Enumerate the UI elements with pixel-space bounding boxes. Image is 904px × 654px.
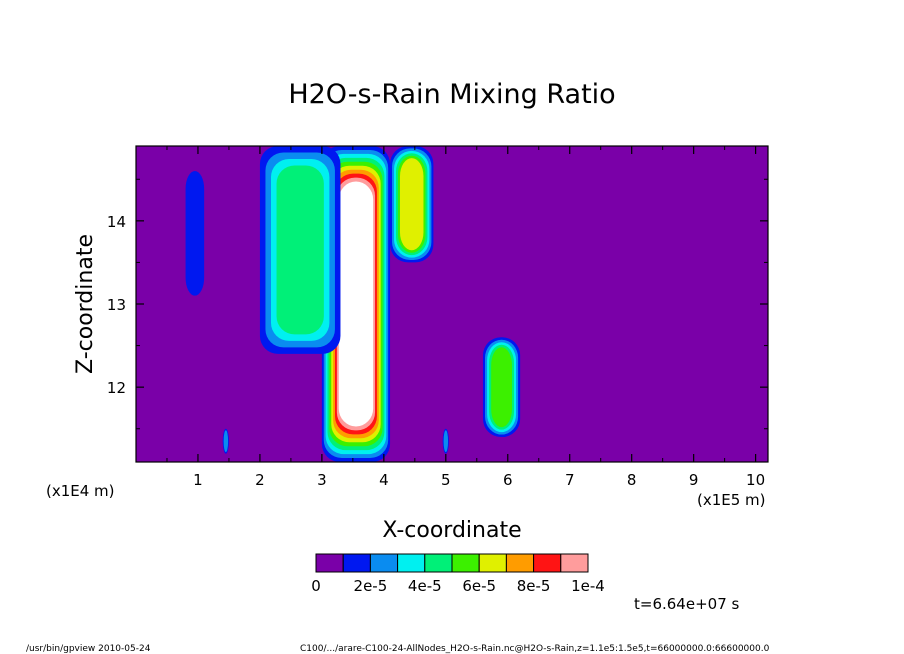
- x-tick-label: 6: [503, 471, 513, 489]
- y-tick-label: 14: [107, 213, 126, 231]
- rain-feature: [482, 337, 521, 438]
- x-tick-label: 2: [255, 471, 265, 489]
- x-tick-label: 4: [379, 471, 389, 489]
- x-axis-ticks: 1 2 3 4 5 6 7 8 9 10: [166, 146, 765, 489]
- chart-title: H2O-s-Rain Mixing Ratio: [288, 79, 615, 110]
- rain-feature: [222, 428, 229, 454]
- colorbar-swatch: [478, 553, 507, 573]
- colorbar-label: 4e-5: [408, 577, 442, 595]
- feature-shell-level-2: [443, 430, 449, 453]
- footer-right: C100/.../arare-C100-24-AllNodes_H2O-s-Ra…: [300, 644, 770, 654]
- colorbar-label: 0: [311, 577, 321, 595]
- feature-shell-level-10: [338, 181, 374, 427]
- x-tick-label: 9: [689, 471, 699, 489]
- colorbar-swatch: [560, 553, 589, 573]
- x-tick-label: 8: [627, 471, 637, 489]
- rain-features: [185, 146, 521, 462]
- footer-left: /usr/bin/gpview 2010-05-24: [26, 644, 151, 654]
- feature-shell-level-1: [185, 170, 205, 296]
- colorbar-swatch: [424, 553, 453, 573]
- y-unit-label: (x1E4 m): [46, 482, 115, 500]
- colorbar-label: 6e-5: [462, 577, 496, 595]
- y-tick-label: 12: [107, 379, 126, 397]
- x-tick-label: 10: [746, 471, 765, 489]
- colorbar: 0 2e-5 4e-5 6e-5 8e-5 1e-4: [311, 553, 605, 595]
- plot-background: [136, 146, 768, 462]
- colorbar-label: 8e-5: [517, 577, 551, 595]
- rain-feature: [185, 170, 205, 296]
- colorbar-label: 1e-4: [571, 577, 605, 595]
- y-axis-ticks: 12 13 14: [107, 178, 768, 430]
- colorbar-swatch: [315, 553, 344, 573]
- rain-feature: [390, 146, 434, 263]
- x-tick-label: 5: [441, 471, 451, 489]
- colorbar-swatch: [369, 553, 399, 573]
- x-unit-label: (x1E5 m): [697, 491, 766, 509]
- colorbar-swatch: [397, 553, 426, 573]
- feature-shell-level-6: [399, 158, 424, 251]
- x-tick-label: 7: [565, 471, 575, 489]
- rain-feature: [321, 146, 391, 462]
- colorbar-swatch: [451, 553, 480, 573]
- colorbar-swatch: [505, 553, 535, 573]
- feature-shell-level-5: [491, 347, 512, 428]
- colorbar-label: 2e-5: [354, 577, 388, 595]
- feature-shell-level-2: [223, 430, 229, 453]
- x-axis-label: X-coordinate: [382, 518, 521, 543]
- time-label: t=6.64e+07 s: [634, 595, 740, 613]
- colorbar-swatch: [342, 553, 371, 573]
- colorbar-swatch: [533, 553, 562, 573]
- x-tick-label: 1: [193, 471, 203, 489]
- y-axis-label: Z-coordinate: [73, 234, 98, 374]
- y-tick-label: 13: [107, 296, 126, 314]
- x-tick-label: 3: [317, 471, 327, 489]
- rain-feature: [259, 146, 341, 354]
- feature-shell-level-4: [276, 165, 324, 335]
- rain-feature: [442, 428, 449, 454]
